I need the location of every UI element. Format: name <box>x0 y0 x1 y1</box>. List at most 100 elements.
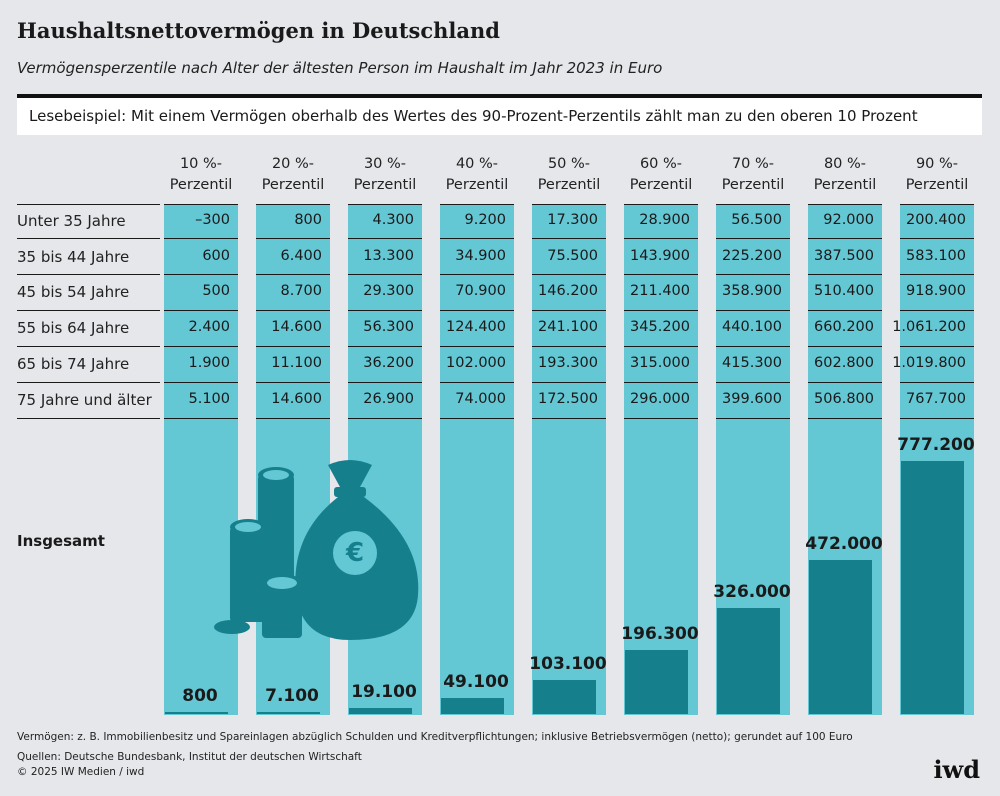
row-divider <box>900 418 974 419</box>
row-divider <box>624 310 698 311</box>
column-header-line: Perzentil <box>261 177 325 193</box>
table-cell: 345.200 <box>630 319 690 335</box>
table-cell: 8.700 <box>280 283 322 299</box>
row-divider <box>256 418 330 419</box>
table-cell: 918.900 <box>906 283 966 299</box>
row-label: 65 bis 74 Jahre <box>17 355 130 373</box>
table-cell: 124.400 <box>446 319 506 335</box>
total-bar-value: 103.100 <box>529 654 607 674</box>
column-header-line: Perzentil <box>445 177 509 193</box>
table-cell: 9.200 <box>464 212 506 228</box>
row-divider <box>164 382 238 383</box>
table-cell: 241.100 <box>538 319 598 335</box>
row-divider <box>17 346 160 347</box>
row-divider <box>808 274 882 275</box>
table-cell: 1.019.800 <box>892 355 966 371</box>
table-cell: 583.100 <box>906 248 966 264</box>
row-divider <box>17 238 160 239</box>
row-divider <box>348 204 422 205</box>
row-divider <box>716 382 790 383</box>
table-cell: 800 <box>294 212 322 228</box>
total-bar-value: 7.100 <box>265 686 319 706</box>
row-divider <box>17 204 160 205</box>
table-cell: 358.900 <box>722 283 782 299</box>
row-divider <box>900 238 974 239</box>
table-cell: 660.200 <box>814 319 874 335</box>
table-cell: –300 <box>195 212 230 228</box>
table-cell: 11.100 <box>271 355 322 371</box>
table-cell: 102.000 <box>446 355 506 371</box>
row-divider <box>716 204 790 205</box>
total-bar-value: 196.300 <box>621 624 699 644</box>
row-divider <box>532 382 606 383</box>
total-bar <box>809 560 872 714</box>
total-bar <box>257 712 320 714</box>
row-divider <box>808 346 882 347</box>
row-label: 55 bis 64 Jahre <box>17 319 130 337</box>
table-cell: 34.900 <box>455 248 506 264</box>
column-header-line: 30 %- <box>363 156 407 172</box>
table-cell: 200.400 <box>906 212 966 228</box>
table-cell: 17.300 <box>547 212 598 228</box>
table-cell: 193.300 <box>538 355 598 371</box>
row-divider <box>716 346 790 347</box>
table-cell: 225.200 <box>722 248 782 264</box>
table-cell: 600 <box>202 248 230 264</box>
table-cell: 211.400 <box>630 283 690 299</box>
column-header-line: Perzentil <box>813 177 877 193</box>
table-cell: 172.500 <box>538 391 598 407</box>
reading-example: Lesebeispiel: Mit einem Vermögen oberhal… <box>17 98 982 135</box>
row-divider <box>440 418 514 419</box>
column-header-line: 20 %- <box>271 156 315 172</box>
total-bar-value: 19.100 <box>351 682 417 702</box>
row-divider <box>808 418 882 419</box>
row-divider <box>348 238 422 239</box>
row-divider <box>808 310 882 311</box>
row-divider <box>164 346 238 347</box>
row-divider <box>164 310 238 311</box>
row-divider <box>532 418 606 419</box>
column-header: 60 %- Perzentil <box>619 154 703 196</box>
column-header-line: Perzentil <box>721 177 785 193</box>
row-divider <box>624 382 698 383</box>
column-header: 50 %- Perzentil <box>527 154 611 196</box>
table-cell: 28.900 <box>639 212 690 228</box>
column-header-line: 90 %- <box>915 156 959 172</box>
column-header-line: Perzentil <box>537 177 601 193</box>
table-cell: 13.300 <box>363 248 414 264</box>
column-header: 70 %- Perzentil <box>711 154 795 196</box>
row-divider <box>17 310 160 311</box>
table-cell: 14.600 <box>271 319 322 335</box>
total-row-label: Insgesamt <box>17 532 105 550</box>
row-divider <box>348 310 422 311</box>
table-cell: 415.300 <box>722 355 782 371</box>
row-label: 75 Jahre und älter <box>17 391 152 409</box>
table-cell: 14.600 <box>271 391 322 407</box>
table-cell: 74.000 <box>455 391 506 407</box>
row-divider <box>440 204 514 205</box>
row-divider <box>440 310 514 311</box>
table-cell: 4.300 <box>372 212 414 228</box>
row-divider <box>440 274 514 275</box>
table-cell: 440.100 <box>722 319 782 335</box>
row-divider <box>164 418 238 419</box>
table-cell: 26.900 <box>363 391 414 407</box>
table-cell: 296.000 <box>630 391 690 407</box>
row-divider <box>624 346 698 347</box>
table-cell: 143.900 <box>630 248 690 264</box>
svg-text:€: € <box>345 538 364 568</box>
footnote-copyright: © 2025 IW Medien / iwd <box>17 766 145 778</box>
row-divider <box>624 418 698 419</box>
total-bar <box>165 712 228 714</box>
row-divider <box>716 274 790 275</box>
percentile-column <box>440 205 514 715</box>
table-cell: 2.400 <box>188 319 230 335</box>
table-cell: 1.900 <box>188 355 230 371</box>
column-header-line: 40 %- <box>455 156 499 172</box>
table-cell: 29.300 <box>363 283 414 299</box>
iwd-logo: iwd <box>933 755 980 784</box>
row-divider <box>17 274 160 275</box>
row-divider <box>900 346 974 347</box>
row-divider <box>624 204 698 205</box>
column-header-line: 80 %- <box>823 156 867 172</box>
